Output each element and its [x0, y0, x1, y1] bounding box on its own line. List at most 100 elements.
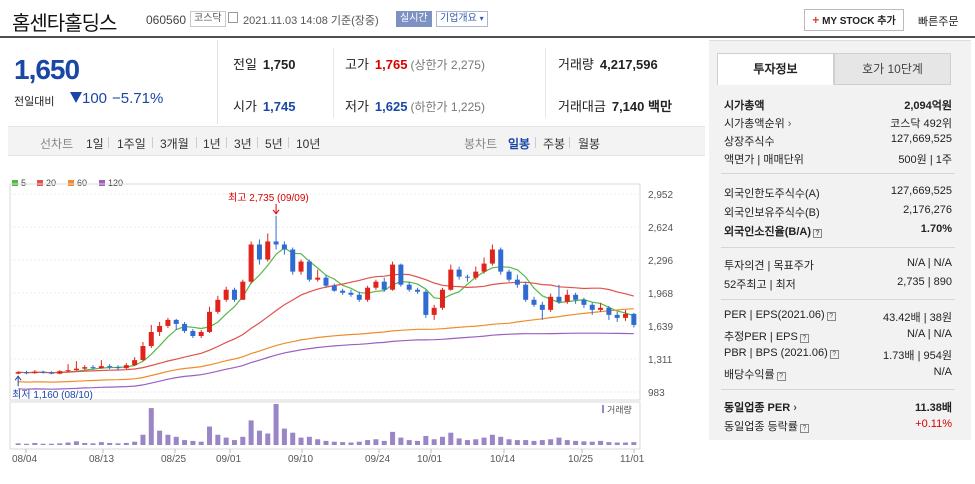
period-1d[interactable]: 1일 [86, 137, 104, 151]
period-5y[interactable]: 5년 [265, 137, 283, 151]
candle-body [406, 284, 412, 290]
candle-body [431, 307, 437, 315]
candle-daily[interactable]: 일봉 [508, 137, 531, 151]
x-tick-label: 09/24 [365, 454, 390, 465]
candle-monthly[interactable]: 월봉 [578, 137, 601, 151]
legend-swatch [99, 180, 105, 186]
y-tick-label: 1,311 [648, 355, 673, 366]
row-pbr: PBR | BPS (2021.06)? 1.73배 | 954원 [724, 347, 952, 362]
period-1y[interactable]: 1년 [203, 137, 221, 151]
row-industry-rate[interactable]: 동일업종 등락률? +0.11% [724, 418, 952, 433]
legend-label: 60 [77, 178, 87, 188]
market-badge: 코스닥 [190, 11, 226, 27]
candle-body [306, 261, 312, 280]
moving-averages [18, 247, 635, 390]
volume-bar [98, 442, 104, 445]
period-1w[interactable]: 1주일 [117, 137, 146, 151]
x-tick-label: 08/04 [12, 454, 37, 465]
period-3y[interactable]: 3년 [234, 137, 252, 151]
legend-swatch [12, 180, 18, 186]
row-cap-rank[interactable]: 시가총액순위 › 코스닥 492위 [724, 118, 952, 130]
y-tick-label: 2,952 [648, 190, 673, 201]
volume-bar [40, 443, 46, 445]
realtime-badge[interactable]: 실시간 [396, 11, 432, 27]
tab-quote-10[interactable]: 호가 10단계 [834, 53, 951, 85]
price-chart[interactable]: 5 20 60 120 최고 2,735 (09/09) 최저 1,160 (08/10… [8, 170, 705, 470]
ma-line-5 [18, 247, 635, 374]
row-industry-per[interactable]: 동일업종 PER › 11.38배 [724, 402, 952, 414]
row-market-cap: 시가총액 2,094억원 [724, 100, 952, 112]
candle-body [340, 290, 346, 293]
period-3m[interactable]: 3개월 [160, 137, 189, 151]
volume-bar [606, 442, 612, 445]
volume-bar [281, 428, 287, 445]
volume-bar [123, 442, 129, 445]
candle-body [148, 331, 154, 347]
legend-label: 20 [46, 178, 56, 188]
candle-body [240, 281, 246, 300]
y-tick-label: 2,624 [648, 223, 673, 234]
volume-bar [198, 441, 204, 445]
candle-body [381, 281, 387, 290]
volume-bar [623, 442, 629, 445]
volume-bar [15, 443, 21, 445]
volume-bar [290, 432, 296, 445]
row-52week: 52주최고 | 최저 2,735 | 890 [724, 276, 952, 291]
candle-weekly[interactable]: 주봉 [543, 137, 566, 151]
volume-bar [348, 442, 354, 445]
volume-bar [165, 434, 171, 445]
candles [15, 215, 637, 375]
candle-body [548, 296, 554, 310]
candle-body [65, 370, 71, 372]
candle-body [348, 292, 354, 295]
volume-bar [340, 442, 346, 445]
x-tick-label: 08/25 [161, 454, 186, 465]
candle-body [298, 261, 304, 272]
period-10y[interactable]: 10년 [296, 137, 321, 151]
chevron-down-icon: ▾ [479, 14, 484, 23]
candle-body [82, 367, 88, 369]
volume-bar [373, 439, 379, 445]
candle-body [256, 244, 262, 260]
help-icon[interactable]: ? [776, 372, 786, 381]
help-icon[interactable]: ? [813, 229, 822, 238]
investment-info-panel: 투자정보 호가 10단계 시가총액 2,094억원 시가총액순위 › 코스닥 492… [709, 40, 971, 440]
volume-bar [431, 439, 437, 445]
divider [721, 389, 955, 390]
row-foreign-limit: 외국인한도주식수(A) 127,669,525 [724, 185, 952, 200]
volume-bar [48, 443, 54, 445]
volume-bar [506, 439, 512, 445]
stat-high: 고가 1,765 (상한가 2,275) [345, 57, 485, 72]
candle-body [573, 294, 579, 300]
line-chart-label: 선차트 [40, 137, 74, 151]
tab-investment-info[interactable]: 투자정보 [717, 53, 834, 85]
volume-bar [381, 440, 387, 445]
stat-amount: 거래대금 7,140 백만 [558, 99, 672, 114]
help-icon[interactable]: ? [826, 312, 836, 321]
volume-bar [207, 426, 213, 445]
my-stock-add-button[interactable]: + MY STOCK 추가 [804, 9, 904, 31]
legend-label: 5 [21, 178, 26, 188]
candle-body [489, 249, 495, 264]
candle-body [48, 372, 54, 374]
volume-bar [548, 439, 554, 445]
row-foreign-hold: 외국인보유주식수(B) 2,176,276 [724, 204, 952, 219]
company-info-dropdown[interactable]: 기업개요 ▾ [436, 11, 488, 27]
help-icon[interactable]: ? [829, 350, 839, 359]
volume-bar [315, 439, 321, 445]
candle-body [223, 289, 229, 300]
annotations: 최고 2,735 (09/09) 최저 1,160 (08/10) [12, 192, 309, 401]
volume-bar [489, 434, 495, 445]
candle-body [281, 244, 287, 250]
candle-body [190, 330, 196, 336]
quick-order-link[interactable]: 빠른주문 [918, 16, 959, 28]
help-icon[interactable]: ? [799, 334, 809, 343]
candle-body [439, 289, 445, 308]
volume-bar [115, 443, 121, 445]
volume-legend-swatch [602, 405, 604, 413]
high-annotation: 최고 2,735 (09/09) [228, 192, 309, 204]
current-price: 1,650 [14, 54, 80, 85]
help-icon[interactable]: ? [799, 424, 809, 433]
volume-bar [273, 404, 279, 445]
x-tick-label: 09/10 [288, 454, 313, 465]
